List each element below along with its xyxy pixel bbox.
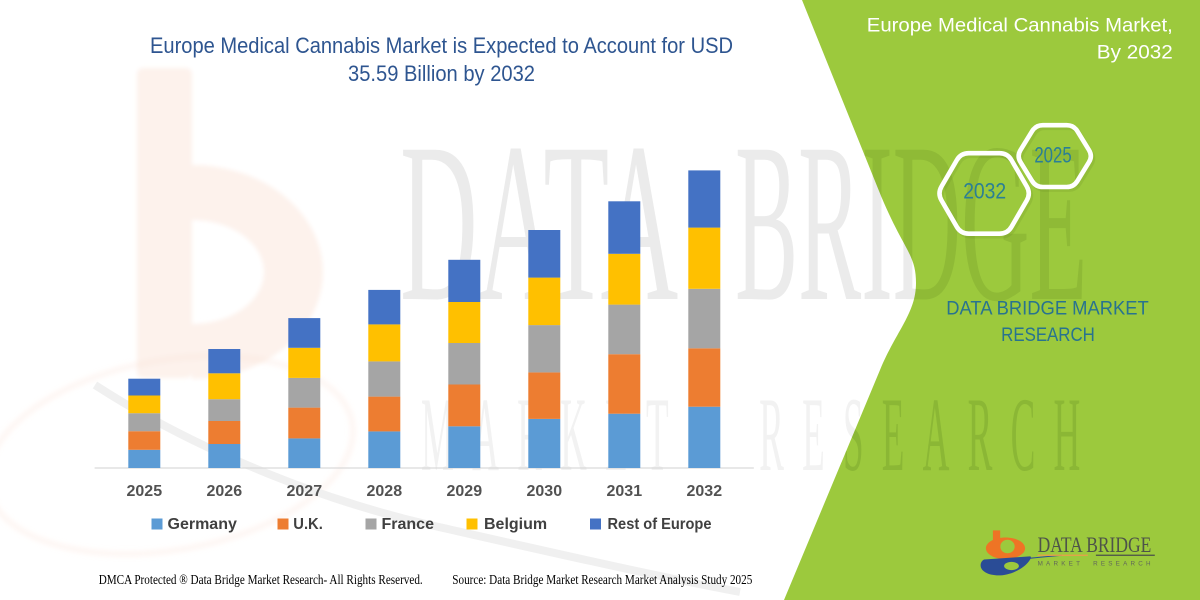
svg-text:2031: 2031 bbox=[607, 483, 643, 500]
svg-text:Source: Data Bridge Market Res: Source: Data Bridge Market Research Mark… bbox=[452, 573, 752, 588]
svg-text:Europe Medical Cannabis Market: Europe Medical Cannabis Market, bbox=[867, 15, 1173, 37]
svg-text:2030: 2030 bbox=[527, 483, 563, 500]
svg-text:Belgium: Belgium bbox=[484, 516, 547, 533]
svg-text:2025: 2025 bbox=[127, 483, 163, 500]
svg-text:2025: 2025 bbox=[1034, 143, 1071, 168]
svg-text:U.K.: U.K. bbox=[293, 516, 323, 533]
svg-text:Europe Medical Cannabis Market: Europe Medical Cannabis Market is Expect… bbox=[150, 33, 733, 58]
svg-text:MARKET RESEARCH: MARKET RESEARCH bbox=[1038, 560, 1151, 567]
svg-text:2028: 2028 bbox=[367, 483, 403, 500]
svg-text:RESEARCH: RESEARCH bbox=[1001, 325, 1095, 346]
svg-text:France: France bbox=[382, 516, 435, 533]
svg-text:2032: 2032 bbox=[687, 483, 723, 500]
svg-text:DMCA Protected ® Data Bridge M: DMCA Protected ® Data Bridge Market Rese… bbox=[99, 573, 423, 588]
svg-text:2032: 2032 bbox=[963, 179, 1006, 204]
svg-text:Rest of Europe: Rest of Europe bbox=[608, 516, 712, 533]
svg-text:2026: 2026 bbox=[207, 483, 243, 500]
svg-text:35.59 Billion by 2032: 35.59 Billion by 2032 bbox=[348, 61, 535, 86]
svg-text:By 2032: By 2032 bbox=[1097, 42, 1173, 64]
svg-text:DATA BRIDGE MARKET: DATA BRIDGE MARKET bbox=[946, 299, 1149, 320]
svg-text:Germany: Germany bbox=[168, 516, 237, 533]
svg-text:2027: 2027 bbox=[287, 483, 323, 500]
svg-text:2029: 2029 bbox=[447, 483, 483, 500]
svg-text:DATA BRIDGE: DATA BRIDGE bbox=[1038, 532, 1152, 557]
